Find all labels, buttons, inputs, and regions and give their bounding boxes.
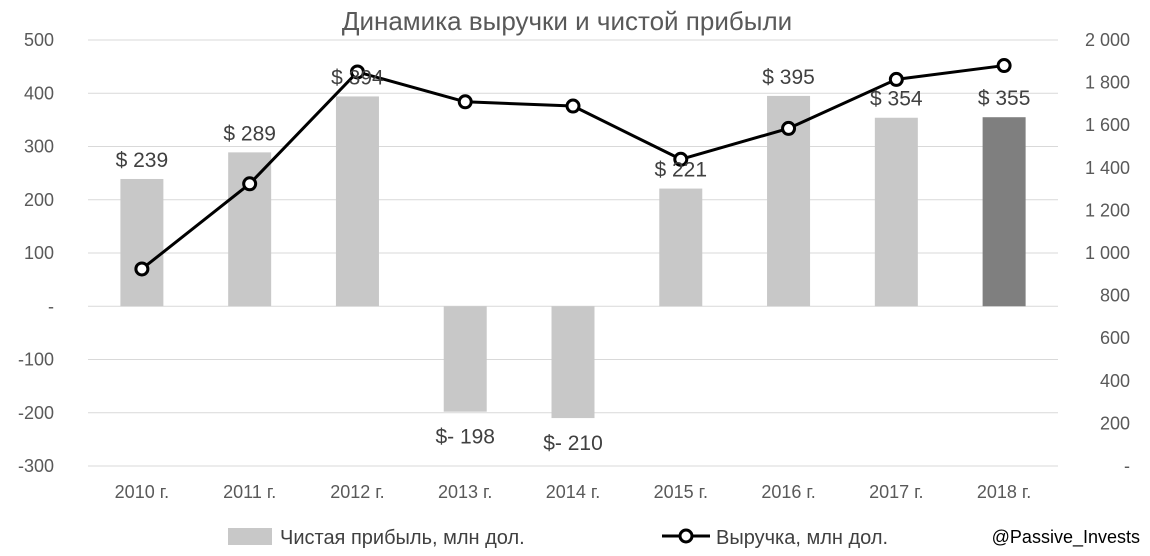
x-tick-label: 2012 г. <box>330 482 384 502</box>
bar <box>120 178 164 307</box>
y-right-tick-label: 1 800 <box>1085 73 1130 93</box>
bar <box>443 306 487 412</box>
revenue-point <box>781 120 797 136</box>
y-right-tick-label: 1 400 <box>1085 158 1130 178</box>
y-left-tick-label: 300 <box>24 137 54 157</box>
y-right-tick-label: 600 <box>1100 328 1130 348</box>
bar <box>335 96 379 307</box>
y-right-tick-label: 1 200 <box>1085 200 1130 220</box>
y-left-tick-label: 400 <box>24 83 54 103</box>
revenue-point <box>242 176 258 192</box>
credit-text: @Passive_Invests <box>992 527 1140 548</box>
revenue-point <box>457 94 473 110</box>
bar-data-label: $ 355 <box>978 87 1031 110</box>
line-series <box>134 58 1012 277</box>
y-left-tick-label: -300 <box>18 456 54 476</box>
y-left-tick-label: -100 <box>18 350 54 370</box>
y-axis-left: 500 400 300 200 100 - -100 -200 -300 <box>18 30 54 476</box>
bar-data-label: $ 394 <box>331 66 384 89</box>
x-tick-label: 2013 г. <box>438 482 492 502</box>
y-left-tick-label: - <box>48 296 54 316</box>
x-axis: 2010 г. 2011 г. 2012 г. 2013 г. 2014 г. 2015 … <box>115 482 1032 502</box>
bar-series <box>120 95 1026 419</box>
revenue-point <box>996 58 1012 74</box>
y-right-tick-label: 800 <box>1100 286 1130 306</box>
y-right-tick-label: 1 600 <box>1085 115 1130 135</box>
bar <box>551 306 595 419</box>
bar-data-label: $ 239 <box>116 149 169 172</box>
data-labels: $ 239 $ 289 $ 394 $- 198 $- 210 $ 221 $ 395 $ 3… <box>116 66 1031 455</box>
y-left-tick-label: 200 <box>24 190 54 210</box>
y-axis-right: 2 000 1 800 1 600 1 400 1 200 1 000 800 600 400 2… <box>1085 30 1130 476</box>
revenue-point <box>565 98 581 114</box>
chart-title: Динамика выручки и чистой прибыли <box>342 6 792 36</box>
bar <box>982 117 1026 307</box>
bar-data-label: $- 210 <box>543 432 603 455</box>
y-right-tick-label: 2 000 <box>1085 30 1130 50</box>
legend-line-marker <box>678 528 694 544</box>
x-tick-label: 2016 г. <box>761 482 815 502</box>
y-left-tick-label: 500 <box>24 30 54 50</box>
y-left-tick-label: -200 <box>18 403 54 423</box>
x-tick-label: 2018 г. <box>977 482 1031 502</box>
legend-bar-label: Чистая прибыль, млн дол. <box>280 527 525 549</box>
x-tick-label: 2010 г. <box>115 482 169 502</box>
x-tick-label: 2011 г. <box>223 482 276 502</box>
y-right-tick-label: 400 <box>1100 371 1130 391</box>
y-left-tick-label: 100 <box>24 243 54 263</box>
x-tick-label: 2014 г. <box>546 482 600 502</box>
bar-data-label: $ 395 <box>762 66 815 89</box>
bar <box>874 117 918 307</box>
revenue-point <box>134 261 150 277</box>
revenue-point <box>673 151 689 167</box>
legend-bar-swatch <box>228 528 272 545</box>
revenue-point <box>349 64 365 80</box>
y-right-tick-label: 1 000 <box>1085 243 1130 263</box>
revenue-point <box>888 71 904 87</box>
bar <box>228 152 272 307</box>
bar-data-label: $ 289 <box>223 122 276 145</box>
x-tick-label: 2017 г. <box>869 482 923 502</box>
legend-line-label: Выручка, млн дол. <box>716 527 888 549</box>
x-tick-label: 2015 г. <box>654 482 708 502</box>
legend: Чистая прибыль, млн дол. Выручка, млн до… <box>228 527 888 549</box>
bar-data-label: $- 198 <box>435 426 495 449</box>
bar <box>659 188 703 307</box>
y-right-tick-label: 200 <box>1100 413 1130 433</box>
y-right-tick-label: - <box>1124 456 1130 476</box>
bar-data-label: $ 221 <box>654 159 707 182</box>
bar-data-label: $ 354 <box>870 88 923 111</box>
